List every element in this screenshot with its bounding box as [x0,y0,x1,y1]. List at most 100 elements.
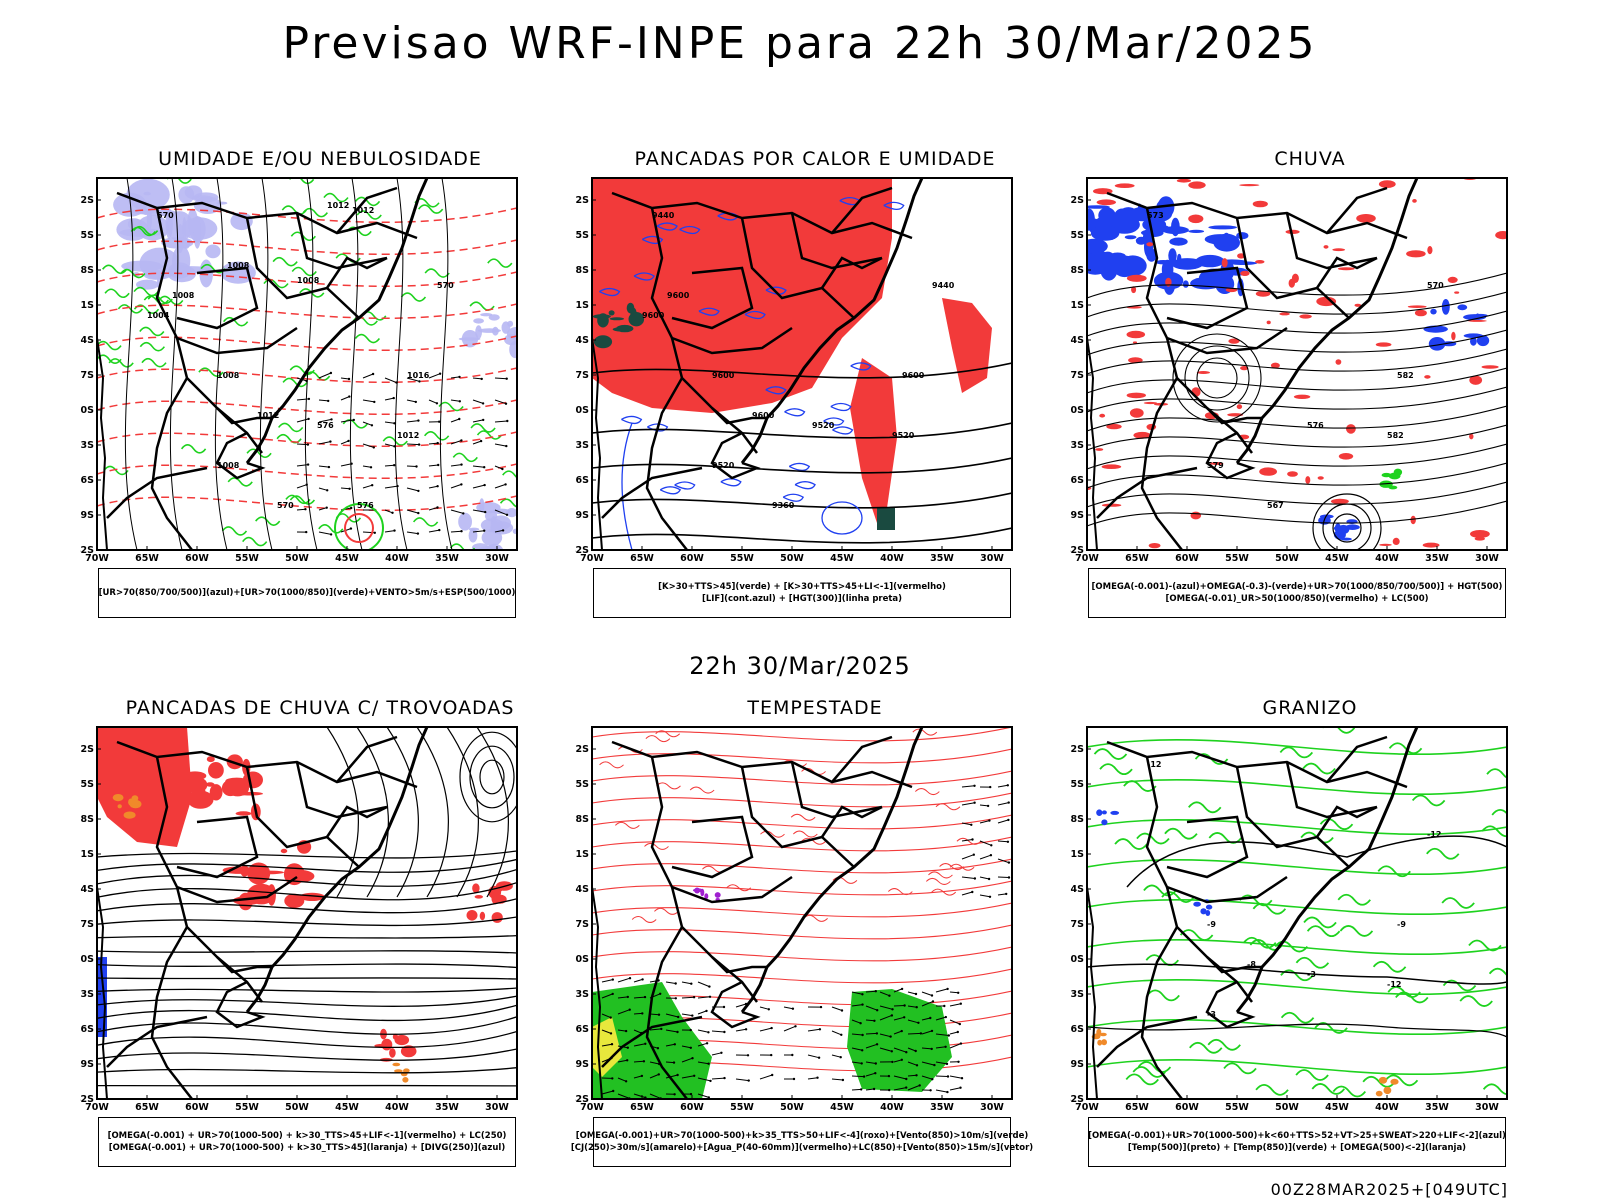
humidity-contour-green [288,178,315,185]
wind-vector [949,1043,962,1049]
andes-border [1087,886,1098,1099]
vector-head [416,532,420,535]
lon-label: 70W [580,1102,604,1113]
rain-fill-red [1379,543,1392,546]
state-border [1166,266,1249,330]
convection-fill-green [593,335,613,349]
humidity-contour-green [412,517,439,527]
wind-vector [893,1059,902,1063]
vector-head [659,992,662,995]
rain-fill-red [1317,476,1324,480]
rain-fill-red [1196,371,1210,374]
andes-border [592,337,603,550]
wind-vector [851,1019,861,1024]
thunderstorm-fill-red [389,1048,396,1058]
temp850-contour-green [1189,1041,1223,1054]
vector-head [626,1046,629,1049]
wind-vector [384,377,397,384]
map-granizo: -9-8-9-12-3-3-12-1212S15S18S21S24S27S30S… [1070,726,1508,1113]
wind-vector [428,507,438,511]
temp850-contour-green [1161,891,1195,904]
wind-vector [979,820,990,824]
lon-label: 70W [1075,1102,1099,1113]
lifted-index-contour [821,501,863,535]
humidity-contour-green [141,357,167,368]
vector-head [841,1078,845,1082]
vector-head [435,402,439,405]
rain-fill-red [1236,404,1243,410]
wind-vector [961,891,973,896]
low-center-contour [1322,503,1372,550]
contour-label: -3 [1307,970,1316,979]
map-frame [591,726,1013,1100]
pw-contour-red [592,836,1012,852]
hail-fill-blue [1205,910,1211,916]
rain-fill-red [1337,267,1355,271]
lat-label: 33S [1070,440,1084,451]
wind-vector [949,991,959,994]
wind-vector [907,1061,918,1066]
wind-vector [949,1075,963,1079]
vector-head [973,784,976,787]
vector-head [437,463,440,467]
rain-fill-red [1228,338,1240,344]
lon-label: 30W [1475,553,1499,564]
vector-head [915,1074,918,1077]
temp850-contour-green [1087,979,1507,995]
pw-contour-red [726,884,752,892]
lifted-index-contour [656,222,678,231]
humidity-fill-blue [506,508,517,518]
lon-label: 50W [285,1102,309,1113]
lat-label: 12S [575,195,589,206]
vector-head [460,439,463,442]
lat-label: 24S [80,335,94,346]
wind-vector [296,508,306,511]
vector-head [689,1028,692,1032]
lon-label: 60W [185,1102,209,1113]
convection-fill-green [597,313,609,328]
wind-vector [735,1078,749,1082]
vector-head [816,1076,819,1079]
streamline [97,934,517,939]
lat-label: 39S [80,510,94,521]
state-border [820,256,883,289]
wind-vector [697,1042,708,1047]
andes-border [97,886,108,1099]
rain-fill-red [1412,199,1417,203]
wind-vector [681,981,692,985]
wind-vector [907,1047,916,1052]
humidity-contour-green [255,516,281,526]
wind-vector [697,1061,709,1065]
lifted-index-contour [784,408,806,417]
lat-label: 42S [1070,1094,1084,1105]
rain-fill-red [1335,359,1342,365]
vector-head [900,987,904,991]
contour-label: 1012 [327,201,349,210]
hail-fill-blue [1101,810,1107,815]
vector-head [770,1026,773,1030]
humidity-contour-green [282,377,308,388]
wind-vector [617,1077,627,1082]
wind-vector [494,399,507,405]
state-border [611,191,913,240]
wind-vector [450,418,460,423]
temp500-contour [1087,963,1507,985]
panel-granizo: GRANIZO-9-8-9-12-3-3-12-1212S15S18S21S24… [1070,697,1550,1187]
temp850-contour-green [1099,763,1133,776]
vector-head [656,1047,660,1050]
temp850-contour-green [1488,967,1507,977]
lat-label: 36S [80,475,94,486]
map-frame [1086,177,1508,551]
contour-label: 9600 [712,371,735,380]
height-contour [592,457,1012,474]
wind-vector [831,1054,841,1058]
lat-label: 39S [575,510,589,521]
wind-vector [921,991,933,996]
streamline [97,1067,517,1074]
vector-head [973,801,976,804]
temp850-contour-green [1188,801,1222,814]
humidity-contour-green [139,326,165,337]
rain-fill-red [1414,309,1427,317]
lon-label: 40W [880,1102,904,1113]
pw-contour-red [592,968,1012,984]
